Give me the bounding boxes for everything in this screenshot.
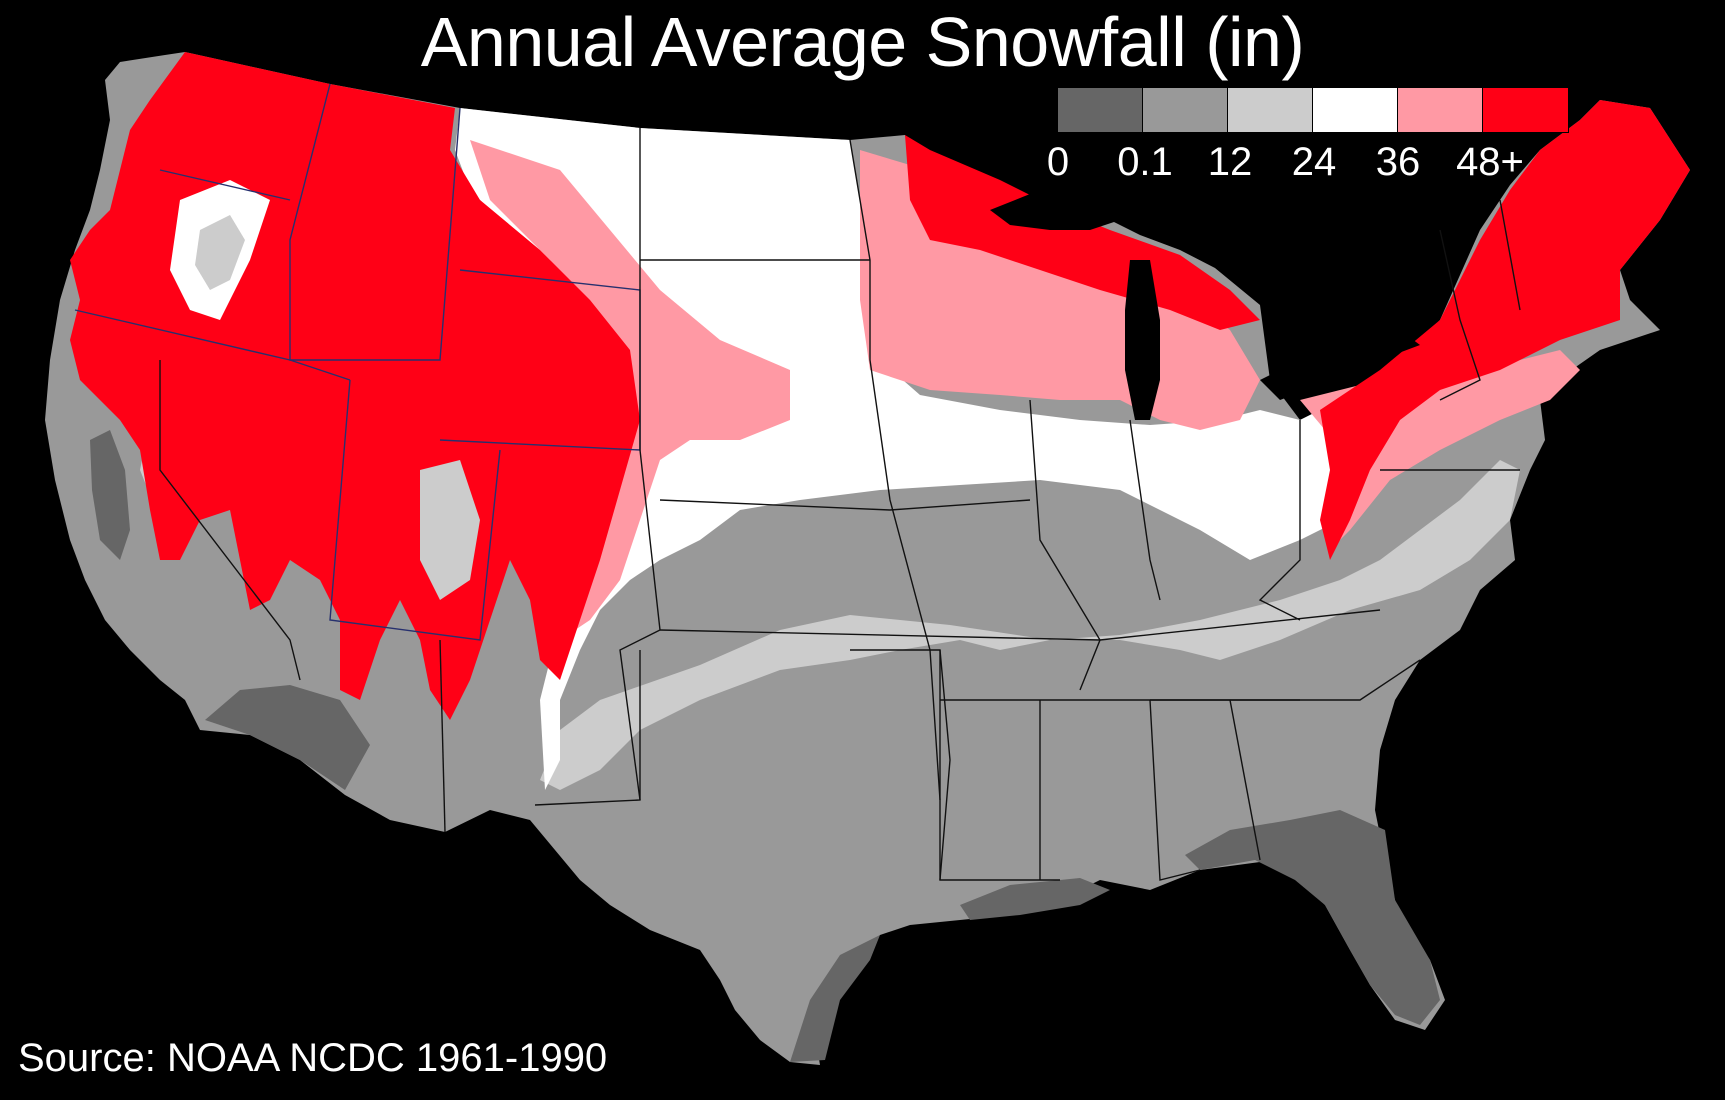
zone-24-band	[455, 108, 1380, 790]
legend-label-36: 36	[1375, 140, 1421, 184]
legend	[1057, 87, 1569, 133]
zone-0-ca-valley	[90, 430, 130, 560]
legend-label-0-1: 0.1	[1117, 140, 1173, 184]
lake-michigan	[1125, 260, 1160, 420]
legend-swatch-24	[1313, 88, 1398, 132]
legend-swatch-0-1	[1143, 88, 1228, 132]
legend-swatch-12	[1228, 88, 1313, 132]
zone-0-texas	[790, 935, 880, 1062]
lake-superior	[990, 190, 1120, 230]
legend-swatches	[1057, 87, 1569, 133]
state-boundaries	[74, 83, 1521, 881]
legend-label-48: 48+	[1456, 140, 1524, 184]
zone-48-northeast	[1320, 100, 1690, 560]
legend-swatch-0	[1058, 88, 1143, 132]
legend-label-24: 24	[1291, 140, 1337, 184]
zone-48-nevada-gray	[420, 460, 480, 600]
lake-erie-ontario	[1260, 330, 1420, 400]
legend-label-12: 12	[1207, 140, 1253, 184]
legend-label-0: 0	[1046, 140, 1070, 184]
zone-0-california	[205, 685, 370, 790]
zone-48-gray-core	[195, 215, 245, 290]
zone-0-louisiana	[960, 878, 1110, 920]
legend-swatch-36	[1398, 88, 1483, 132]
legend-swatch-48	[1483, 88, 1568, 132]
zone-48-upper-michigan	[905, 135, 1260, 330]
legend-labels: 0 0.1 12 24 36 48+	[1040, 138, 1580, 188]
source-note: Source: NOAA NCDC 1961-1990	[18, 1036, 608, 1080]
map-title: Annual Average Snowfall (in)	[420, 3, 1305, 81]
zone-0-gulf	[1185, 810, 1440, 1025]
